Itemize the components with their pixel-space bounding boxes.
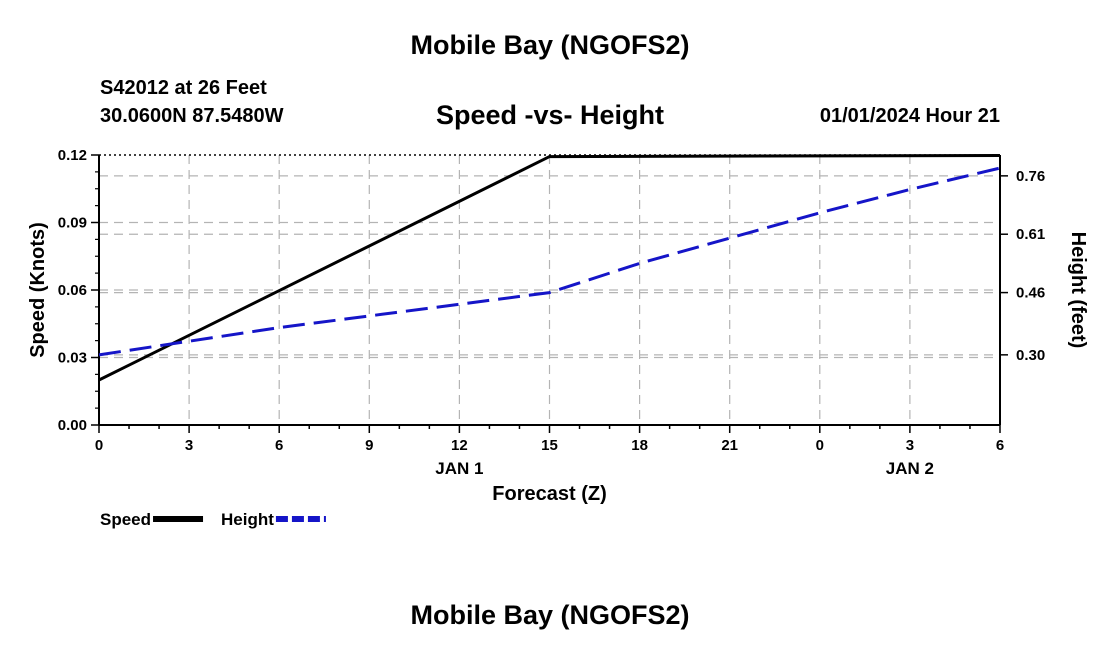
coordinates-label: 30.0600N 87.5480W	[100, 105, 284, 127]
x-tick-label: 18	[631, 437, 648, 454]
axes-layer: 0 3 6 9 12 15 18 21 0 3 6 JAN 1 JAN 2 Forecast (Z) 0.0…	[27, 147, 1089, 505]
forecast-datetime: 01/01/2024 Hour 21	[819, 105, 1000, 127]
grid-layer	[99, 155, 1000, 425]
x-tick-label: 12	[451, 437, 468, 454]
x-tick-label: 21	[721, 437, 738, 454]
x-tick-label: 6	[996, 437, 1004, 454]
x-tick-label: 6	[275, 437, 283, 454]
y-tick-label: 0.03	[58, 350, 87, 367]
y2-tick-label: 0.61	[1016, 226, 1045, 243]
legend-label-height: Height	[221, 510, 274, 529]
legend: Speed Height	[100, 510, 326, 529]
x-tick-label: 0	[95, 437, 103, 454]
y2-tick-label: 0.76	[1016, 168, 1045, 185]
station-label: S42012 at 26 Feet	[100, 77, 267, 99]
x-tick-label: 9	[365, 437, 373, 454]
date-label: JAN 2	[886, 459, 934, 478]
y-axis-label: Speed (Knots)	[27, 222, 49, 358]
x-tick-label: 15	[541, 437, 558, 454]
chart-subtitle: Speed -vs- Height	[435, 100, 665, 130]
y2-tick-label: 0.30	[1016, 347, 1045, 364]
chart-footer-title: Mobile Bay (NGOFS2)	[410, 600, 690, 630]
series-layer	[98, 153, 1001, 382]
y-tick-label: 0.06	[58, 282, 87, 299]
x-tick-label: 3	[906, 437, 914, 454]
x-tick-label: 0	[816, 437, 824, 454]
date-label: JAN 1	[435, 459, 483, 478]
chart-main-title: Mobile Bay (NGOFS2)	[410, 30, 690, 60]
x-tick-label: 3	[185, 437, 193, 454]
series-line-speed	[98, 153, 1001, 382]
y2-tick-label: 0.46	[1016, 285, 1045, 302]
y-tick-label: 0.00	[58, 417, 87, 434]
y2-axis-label: Height (feet)	[1067, 232, 1089, 349]
y-tick-label: 0.12	[58, 147, 87, 164]
legend-label-speed: Speed	[100, 510, 151, 529]
series-line-height	[98, 166, 1001, 357]
x-axis-label: Forecast (Z)	[492, 483, 606, 505]
y-tick-label: 0.09	[58, 215, 87, 232]
